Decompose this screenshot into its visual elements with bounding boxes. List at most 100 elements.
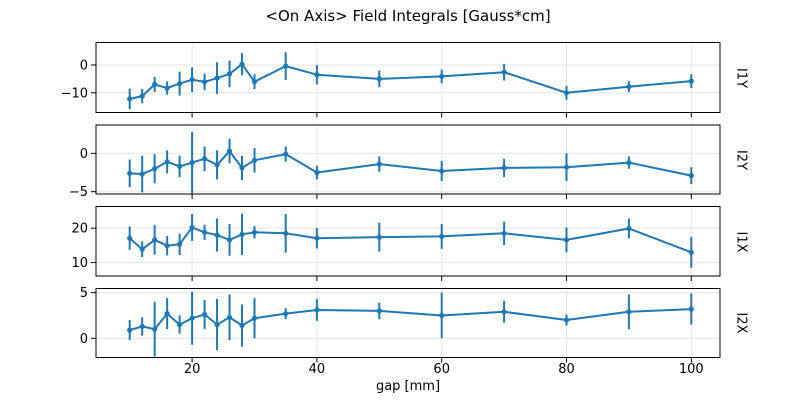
figure-title: <On Axis> Field Integrals [Gauss*cm] [265,7,551,25]
data-point [226,148,233,154]
data-point [376,76,382,82]
data-point [501,230,507,236]
data-point [501,69,507,75]
x-tick-label: 20 [184,362,201,377]
data-point [177,241,183,247]
data-point [226,314,233,320]
data-point [214,162,220,168]
series-line [129,226,692,254]
data-point [283,311,289,317]
data-point [376,234,382,240]
y-tick-label: −10 [61,86,88,101]
data-point [251,229,258,235]
data-point [239,165,245,171]
data-point [626,309,632,315]
y-tick-label: 0 [80,147,88,162]
data-point [239,61,245,67]
data-point [439,233,445,239]
data-point [376,161,382,167]
ylabel-i1y-text: I1Y [733,67,749,88]
y-tick-label: 5 [80,286,88,301]
data-point [177,163,183,169]
error-bars [128,52,693,110]
data-point [152,326,158,332]
data-point [189,224,195,231]
data-point [563,317,570,323]
subplot-i2y: 0 −5 [69,124,721,200]
axes-frame [95,288,721,358]
data-point [139,323,145,329]
data-point [127,235,133,241]
data-point [189,77,195,83]
data-point [189,315,195,321]
series-line [129,150,692,177]
data-point [563,164,570,170]
data-point [127,170,133,176]
data-point [152,81,158,87]
data-point [214,232,220,238]
data-point [314,235,320,241]
data-point [127,96,133,102]
data-point [251,315,258,321]
data-point [439,168,445,174]
x-tick-label: 100 [679,362,704,377]
error-bars [128,291,693,357]
data-point [239,322,245,329]
data-point [251,79,258,85]
axes-frame [95,124,721,195]
data-point [164,311,170,317]
data-point [202,311,208,318]
data-point [226,71,233,77]
data-point [226,237,233,243]
data-point [152,237,158,243]
x-tick-label: 80 [558,362,575,377]
data-point [501,309,507,315]
data-point [688,306,694,312]
data-point [139,171,145,177]
data-point [239,231,245,237]
data-point [439,312,445,319]
y-tick-label: −5 [69,185,88,200]
data-point [439,73,445,79]
data-point [501,165,507,171]
x-tick-label: 40 [309,362,326,377]
x-tick-label: 60 [433,362,450,377]
error-bars [128,213,693,268]
ylabel-i2y-text: I2Y [733,149,749,170]
data-point [688,249,694,255]
data-point [189,160,195,166]
data-point [202,79,208,85]
data-point [164,243,170,249]
data-point [283,230,289,236]
ylabel-i2x-text: I2X [733,312,749,334]
data-point [314,307,320,313]
y-tick-label: 10 [71,256,88,271]
data-point [563,237,570,243]
data-point [202,156,208,162]
data-point [139,246,145,252]
data-point [283,63,289,69]
data-point [127,327,133,333]
subplot-i1y: 0 −10 [61,42,721,118]
data-point [626,84,632,90]
data-point [164,85,170,91]
data-point [214,75,220,81]
x-axis-label: gap [mm] [375,379,441,394]
data-point [376,308,382,314]
data-point [177,81,183,87]
data-point [563,90,570,96]
data-point [202,229,208,235]
data-point [688,78,694,84]
data-point [177,322,183,328]
data-point [164,159,170,165]
y-tick-label: 0 [80,59,88,74]
y-tick-label: 20 [71,222,88,237]
data-point [314,72,320,78]
axes-frame [95,42,721,113]
series-line [129,63,692,100]
data-point [139,93,145,99]
data-point [314,169,320,176]
